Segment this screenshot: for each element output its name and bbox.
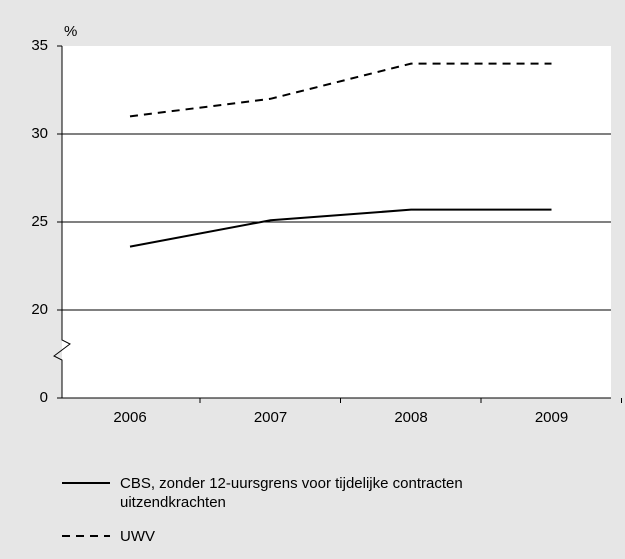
legend-label: UWV xyxy=(120,528,155,545)
y-tick-label: 25 xyxy=(31,213,48,230)
y-tick-label: 0 xyxy=(40,389,48,406)
y-axis-label: % xyxy=(64,23,77,40)
x-tick-label: 2009 xyxy=(535,409,568,426)
legend-swatch xyxy=(62,535,110,537)
x-tick-label: 2007 xyxy=(254,409,287,426)
chart: % 0 20 25 30 35 2006 2007 2008 2009 xyxy=(31,23,622,426)
y-tick-label: 35 xyxy=(31,37,48,54)
legend-item: CBS, zonder 12-uursgrens voor tijdelijke… xyxy=(62,474,540,512)
line xyxy=(129,62,552,118)
legend-item: UWV xyxy=(62,527,540,546)
x-tick-label: 2008 xyxy=(394,409,427,426)
y-tick-label: 30 xyxy=(31,125,48,142)
y-tick-label: 20 xyxy=(31,301,48,318)
legend-swatch xyxy=(62,482,110,484)
legend-label: CBS, zonder 12-uursgrens voor tijdelijke… xyxy=(120,475,463,511)
x-tick-label: 2006 xyxy=(113,409,146,426)
line xyxy=(129,208,552,248)
